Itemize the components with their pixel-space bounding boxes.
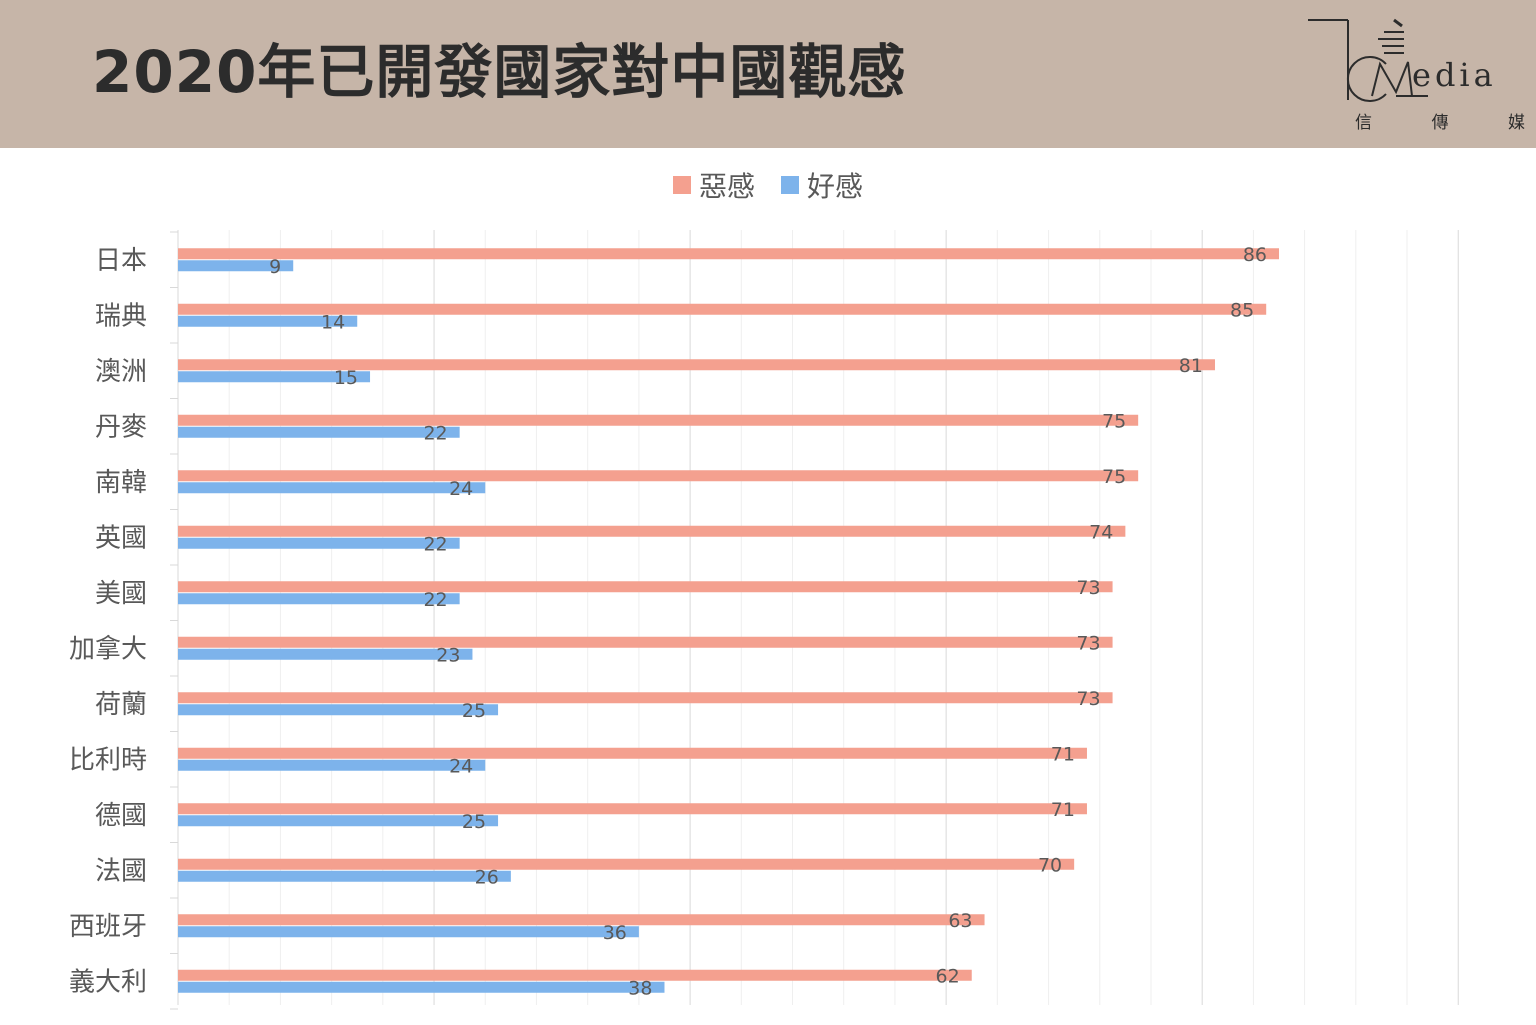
bar-dislike — [178, 969, 972, 981]
category-label: 義大利 — [69, 967, 147, 997]
data-label-dislike: 86 — [1243, 244, 1267, 266]
data-label-dislike: 73 — [1076, 577, 1100, 599]
data-label-dislike: 74 — [1089, 521, 1113, 543]
data-label-like: 38 — [628, 977, 652, 999]
data-label-dislike: 85 — [1230, 299, 1254, 321]
data-label-like: 9 — [269, 256, 281, 278]
logo-subtitle: 信 傳 媒 — [1355, 108, 1525, 133]
category-label: 英國 — [95, 523, 147, 553]
bar-dislike — [178, 525, 1126, 537]
bar-like — [178, 648, 473, 660]
data-label-dislike: 81 — [1179, 355, 1203, 377]
data-label-like: 15 — [334, 367, 358, 389]
bar-like — [178, 315, 358, 327]
bar-dislike — [178, 803, 1087, 815]
legend-item-like: 好感 — [781, 165, 863, 205]
category-label: 西班牙 — [69, 912, 147, 942]
bar-like — [178, 815, 499, 827]
bar-dislike — [178, 470, 1139, 482]
data-label-like: 22 — [423, 422, 447, 444]
data-label-like: 24 — [449, 478, 473, 500]
bar-like — [178, 260, 294, 272]
chart-legend: 惡感 好感 — [0, 165, 1536, 205]
bar-like — [178, 759, 486, 771]
bar-like — [178, 482, 486, 494]
data-label-like: 14 — [321, 311, 345, 333]
category-label: 比利時 — [69, 745, 147, 775]
logo-word: edia — [1412, 56, 1497, 94]
data-label-like: 25 — [462, 811, 486, 833]
data-label-like: 22 — [423, 589, 447, 611]
bar-dislike — [178, 248, 1279, 260]
data-label-like: 25 — [462, 700, 486, 722]
data-label-dislike: 73 — [1076, 632, 1100, 654]
bar-like — [178, 981, 665, 993]
category-label: 加拿大 — [69, 634, 147, 664]
data-label-dislike: 70 — [1038, 854, 1062, 876]
category-label: 丹麥 — [95, 412, 147, 442]
logo-sub-char: 傳 — [1431, 113, 1449, 133]
data-label-like: 26 — [475, 866, 499, 888]
data-label-dislike: 73 — [1076, 688, 1100, 710]
data-label-dislike: 63 — [948, 910, 972, 932]
data-label-like: 36 — [603, 922, 627, 944]
legend-label-dislike: 惡感 — [698, 170, 755, 203]
legend-label-like: 好感 — [807, 170, 864, 203]
category-label: 日本 — [95, 246, 147, 276]
bar-like — [178, 593, 460, 605]
bar-dislike — [178, 581, 1113, 593]
bar-like — [178, 704, 499, 716]
data-label-dislike: 62 — [936, 965, 960, 987]
category-label: 荷蘭 — [95, 690, 147, 720]
legend-swatch-like — [781, 176, 799, 194]
bar-like — [178, 426, 460, 438]
brand-logo-icon — [1308, 18, 1428, 102]
data-label-like: 24 — [449, 755, 473, 777]
bar-dislike — [178, 636, 1113, 648]
bar-dislike — [178, 303, 1267, 315]
bar-like — [178, 371, 371, 383]
category-label: 美國 — [95, 579, 147, 609]
bar-dislike — [178, 692, 1113, 704]
data-label-like: 23 — [436, 644, 460, 666]
bar-dislike — [178, 914, 985, 926]
category-label: 法國 — [95, 856, 147, 886]
data-label-dislike: 71 — [1051, 743, 1075, 765]
data-label-like: 22 — [423, 533, 447, 555]
bar-like — [178, 537, 460, 549]
logo-sub-char: 信 — [1355, 113, 1372, 133]
bar-dislike — [178, 747, 1087, 759]
category-label: 澳洲 — [95, 357, 147, 387]
page-title: 2020年已開發國家對中國觀感 — [92, 38, 907, 106]
category-label: 南韓 — [95, 468, 147, 498]
header-banner — [0, 0, 1536, 148]
category-label: 瑞典 — [95, 301, 147, 331]
bar-like — [178, 870, 511, 882]
bar-dislike — [178, 858, 1075, 870]
data-label-dislike: 75 — [1102, 466, 1126, 488]
legend-swatch-dislike — [672, 176, 691, 194]
legend-item-dislike: 惡感 — [672, 165, 755, 205]
category-label: 德國 — [95, 801, 147, 831]
logo-sub-char: 媒 — [1508, 113, 1525, 133]
data-label-dislike: 75 — [1102, 410, 1126, 432]
bar-dislike — [178, 414, 1139, 426]
data-label-dislike: 71 — [1051, 799, 1075, 821]
bar-dislike — [178, 359, 1215, 371]
bar-like — [178, 926, 639, 938]
